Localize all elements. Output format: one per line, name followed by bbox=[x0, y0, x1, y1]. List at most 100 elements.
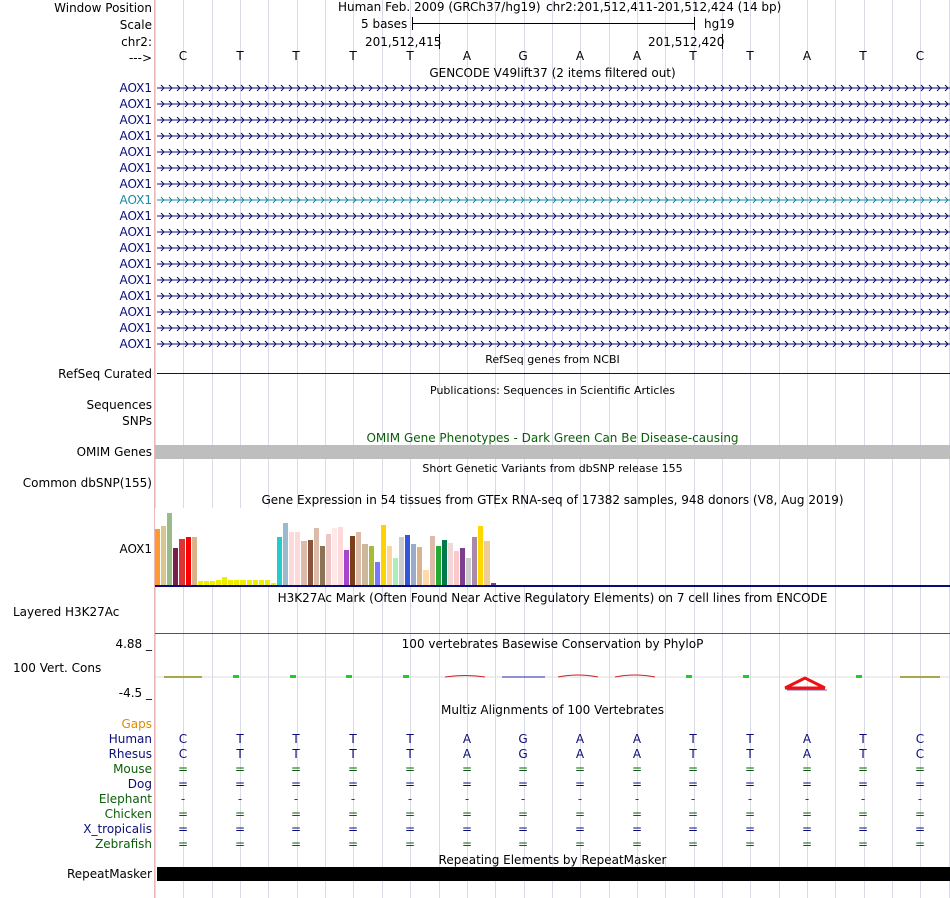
gtex-bar[interactable] bbox=[179, 539, 185, 585]
gencode-transcript[interactable] bbox=[155, 115, 950, 125]
gencode-transcript[interactable] bbox=[155, 99, 950, 109]
gencode-item-label[interactable]: AOX1 bbox=[119, 241, 152, 255]
dbsnp-track-label[interactable]: Common dbSNP(155) bbox=[22, 476, 152, 490]
omim-feature-bar[interactable] bbox=[155, 445, 950, 459]
gencode-transcript[interactable] bbox=[155, 179, 950, 189]
gtex-bar[interactable] bbox=[240, 580, 246, 585]
gencode-item-label[interactable]: AOX1 bbox=[119, 145, 152, 159]
gtex-track-label[interactable]: AOX1 bbox=[119, 542, 152, 556]
gencode-transcript[interactable] bbox=[155, 211, 950, 221]
gtex-bar[interactable] bbox=[289, 532, 294, 585]
gtex-bar[interactable] bbox=[247, 580, 252, 585]
refseq-track-label[interactable]: RefSeq Curated bbox=[58, 367, 152, 381]
gtex-bar[interactable] bbox=[369, 546, 374, 585]
gtex-bar[interactable] bbox=[430, 536, 435, 585]
gtex-bar[interactable] bbox=[454, 551, 459, 585]
gencode-transcript[interactable] bbox=[155, 83, 950, 93]
gtex-bar[interactable] bbox=[448, 543, 453, 585]
sequences-track-label[interactable]: Sequences bbox=[86, 398, 152, 412]
gtex-bar[interactable] bbox=[399, 537, 404, 585]
gencode-transcript[interactable] bbox=[155, 243, 950, 253]
gtex-bar[interactable] bbox=[161, 526, 166, 585]
gtex-bar[interactable] bbox=[155, 529, 160, 585]
gencode-item-label[interactable]: AOX1 bbox=[119, 321, 152, 335]
gencode-item-label[interactable]: AOX1 bbox=[119, 305, 152, 319]
gencode-item-label[interactable]: AOX1 bbox=[119, 225, 152, 239]
gtex-bar[interactable] bbox=[484, 541, 490, 585]
gtex-bar[interactable] bbox=[472, 537, 477, 585]
gtex-bar[interactable] bbox=[338, 527, 343, 585]
gtex-bar[interactable] bbox=[375, 562, 380, 585]
gtex-bar[interactable] bbox=[436, 546, 441, 585]
gtex-bar[interactable] bbox=[320, 546, 325, 585]
gtex-bar[interactable] bbox=[204, 581, 209, 585]
gencode-item-label[interactable]: AOX1 bbox=[119, 337, 152, 351]
gencode-transcript[interactable] bbox=[155, 323, 950, 333]
gencode-transcript[interactable] bbox=[155, 147, 950, 157]
track-image[interactable]: Human Feb. 2009 (GRCh37/hg19) chr2:201,5… bbox=[155, 0, 950, 898]
gencode-item-label[interactable]: AOX1 bbox=[119, 289, 152, 303]
gtex-bar[interactable] bbox=[308, 540, 313, 585]
gtex-bar[interactable] bbox=[192, 537, 197, 585]
gencode-item-label[interactable]: AOX1 bbox=[119, 97, 152, 111]
gtex-bar[interactable] bbox=[259, 580, 264, 585]
gtex-bar[interactable] bbox=[466, 558, 471, 585]
gtex-bar[interactable] bbox=[405, 535, 410, 585]
gtex-bar[interactable] bbox=[186, 537, 191, 585]
gencode-transcript[interactable] bbox=[155, 195, 950, 205]
gtex-bar[interactable] bbox=[234, 580, 239, 585]
gtex-bar[interactable] bbox=[423, 570, 429, 585]
gtex-bar[interactable] bbox=[271, 583, 276, 585]
gtex-bar[interactable] bbox=[253, 580, 258, 585]
repeatmasker-track-label[interactable]: RepeatMasker bbox=[66, 867, 152, 881]
gtex-bar[interactable] bbox=[198, 581, 203, 585]
gtex-bar[interactable] bbox=[295, 532, 300, 585]
gencode-transcript[interactable] bbox=[155, 259, 950, 269]
gtex-bar[interactable] bbox=[222, 577, 227, 585]
gtex-bar[interactable] bbox=[356, 532, 361, 585]
gencode-transcript[interactable] bbox=[155, 339, 950, 349]
gencode-transcript[interactable] bbox=[155, 307, 950, 317]
gtex-bar[interactable] bbox=[228, 580, 233, 585]
gtex-bar[interactable] bbox=[167, 513, 172, 585]
gtex-bar[interactable] bbox=[344, 550, 349, 585]
gencode-item-label[interactable]: AOX1 bbox=[119, 193, 152, 207]
gtex-bar[interactable] bbox=[387, 546, 392, 585]
gtex-bar[interactable] bbox=[326, 534, 331, 585]
repeatmasker-feature-bar[interactable] bbox=[157, 867, 950, 881]
gtex-bar[interactable] bbox=[381, 525, 386, 585]
gencode-item-label[interactable]: AOX1 bbox=[119, 177, 152, 191]
gtex-bar[interactable] bbox=[173, 548, 178, 585]
refseq-feature-line[interactable] bbox=[157, 373, 950, 374]
gtex-bar[interactable] bbox=[301, 541, 307, 585]
gtex-bar[interactable] bbox=[393, 558, 398, 585]
gtex-bar[interactable] bbox=[491, 583, 496, 585]
gtex-bar[interactable] bbox=[283, 523, 288, 585]
gencode-transcript[interactable] bbox=[155, 291, 950, 301]
gtex-bar[interactable] bbox=[417, 547, 422, 585]
gencode-item-label[interactable]: AOX1 bbox=[119, 113, 152, 127]
gencode-transcript[interactable] bbox=[155, 163, 950, 173]
gencode-item-label[interactable]: AOX1 bbox=[119, 161, 152, 175]
phylop-wiggle[interactable] bbox=[155, 660, 950, 695]
gencode-item-label[interactable]: AOX1 bbox=[119, 129, 152, 143]
phylop-track-label[interactable]: 100 Vert. Cons bbox=[13, 661, 102, 675]
gtex-bar[interactable] bbox=[362, 544, 368, 585]
gtex-bar[interactable] bbox=[314, 528, 319, 585]
omim-track-label[interactable]: OMIM Genes bbox=[76, 445, 152, 459]
gencode-transcript[interactable] bbox=[155, 275, 950, 285]
gtex-bar[interactable] bbox=[460, 548, 465, 585]
gencode-item-label[interactable]: AOX1 bbox=[119, 257, 152, 271]
snps-track-label[interactable]: SNPs bbox=[122, 414, 152, 428]
gencode-transcript[interactable] bbox=[155, 227, 950, 237]
h3k27ac-track-label[interactable]: Layered H3K27Ac bbox=[13, 605, 120, 619]
gtex-bar[interactable] bbox=[277, 537, 282, 585]
gencode-transcript[interactable] bbox=[155, 131, 950, 141]
gtex-bar[interactable] bbox=[411, 544, 416, 585]
gencode-item-label[interactable]: AOX1 bbox=[119, 209, 152, 223]
gencode-item-label[interactable]: AOX1 bbox=[119, 273, 152, 287]
gtex-bar[interactable] bbox=[478, 526, 483, 585]
gtex-bar[interactable] bbox=[332, 528, 337, 585]
gtex-bar[interactable] bbox=[210, 581, 215, 585]
gtex-bar[interactable] bbox=[216, 580, 221, 585]
